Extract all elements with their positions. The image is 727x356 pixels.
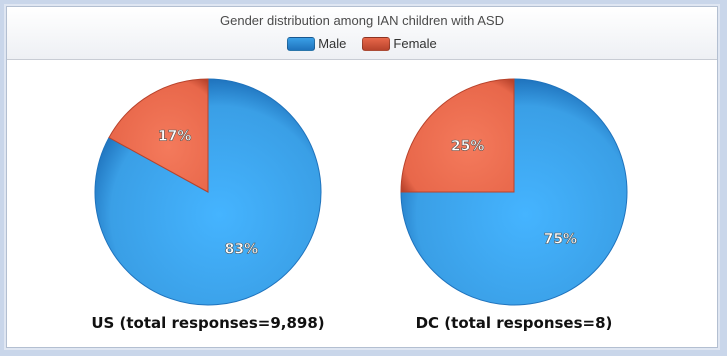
pie-caption-1: US (total responses=9,898)	[91, 314, 324, 332]
slice-label-female-1: 17%	[158, 129, 192, 145]
slice-label-male-1: 83%	[225, 241, 259, 257]
legend-label-female: Female	[393, 36, 437, 51]
chart-legend: Male Female	[7, 36, 717, 51]
legend-item-male[interactable]: Male	[287, 36, 346, 51]
pie-caption-2: DC (total responses=8)	[416, 314, 613, 332]
chart-title: Gender distribution among IAN children w…	[220, 13, 504, 28]
legend-swatch-male	[287, 36, 316, 51]
slice-label-male-2: 75%	[544, 231, 578, 247]
slice-label-female-2: 25%	[451, 139, 485, 155]
chart-header: Gender distribution among IAN children w…	[7, 7, 717, 60]
pie-slice-male-2[interactable]	[400, 78, 628, 306]
legend-swatch-female	[362, 36, 391, 51]
pie-slice-female-1[interactable]	[108, 78, 209, 193]
legend-label-male: Male	[318, 36, 347, 51]
legend-item-female[interactable]: Female	[362, 36, 437, 51]
pie-slice-female-2[interactable]	[400, 78, 515, 193]
